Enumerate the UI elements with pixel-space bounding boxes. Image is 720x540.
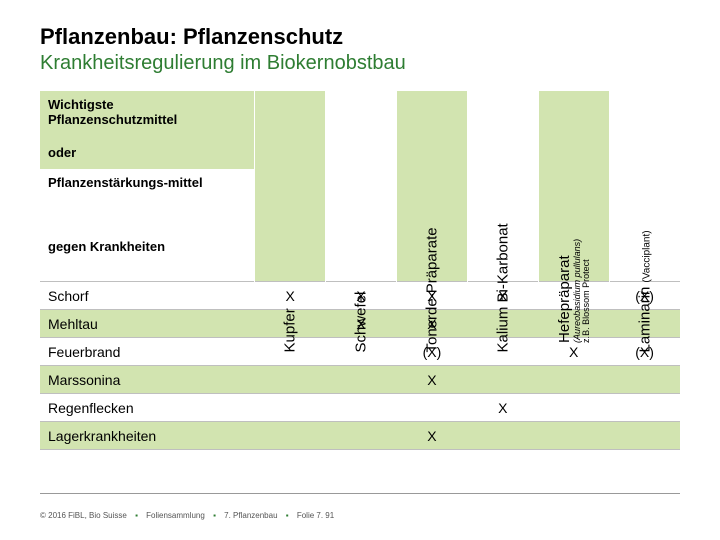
- table-cell: [538, 394, 609, 422]
- col-main: Tonerde-Präparate: [423, 173, 440, 353]
- column-header: Laminarin (Vacciplant): [609, 91, 680, 282]
- column-header-label: Kalium Bi-Karbonat: [494, 173, 511, 353]
- table-cell: [538, 422, 609, 450]
- page-title: Pflanzenbau: Pflanzenschutz: [40, 24, 680, 50]
- col-sub2: z.B. Blossom Protect: [582, 163, 591, 343]
- table-cell: [609, 422, 680, 450]
- column-header-label: Hefepräparat(Aureobasidium pullulans)z.B…: [556, 163, 592, 343]
- table-cell: [538, 366, 609, 394]
- disease-name: Schorf: [40, 282, 255, 310]
- column-header: Kalium Bi-Karbonat: [467, 91, 538, 282]
- col-main: Schwefel: [353, 173, 370, 353]
- table-cell: [255, 394, 326, 422]
- table-cell: [255, 366, 326, 394]
- col-main: Hefepräparat: [556, 163, 573, 343]
- column-header-label: Tonerde-Präparate: [423, 173, 440, 353]
- column-header-label: Schwefel: [353, 173, 370, 353]
- footer-part1: Foliensammlung: [146, 511, 205, 520]
- table-cell: [326, 422, 397, 450]
- table-cell: [326, 366, 397, 394]
- table-cell: [326, 394, 397, 422]
- table-cell: X: [467, 394, 538, 422]
- footer: © 2016 FiBL, Bio Suisse ▪ Foliensammlung…: [40, 511, 334, 520]
- row-header-gegen: gegen Krankheiten: [40, 233, 254, 281]
- table-cell: X: [397, 422, 468, 450]
- disease-name: Mehltau: [40, 310, 255, 338]
- footer-sep: ▪: [213, 511, 216, 520]
- footer-divider: [40, 493, 680, 494]
- footer-part2: 7. Pflanzenbau: [224, 511, 277, 520]
- disease-table: Wichtigste PflanzenschutzmitteloderPflan…: [40, 91, 680, 450]
- footer-sep: ▪: [135, 511, 138, 520]
- row-header-wichtigste: Wichtigste Pflanzenschutzmittel: [40, 91, 254, 139]
- row-header-oder: oder: [40, 139, 254, 169]
- table-cell: X: [397, 366, 468, 394]
- table-cell: [467, 422, 538, 450]
- table-cell: [609, 366, 680, 394]
- column-header: Kupfer: [255, 91, 326, 282]
- page-subtitle: Krankheitsregulierung im Biokernobstbau: [40, 52, 680, 75]
- footer-sep: ▪: [286, 511, 289, 520]
- col-main: Kalium Bi-Karbonat: [494, 173, 511, 353]
- table-cell: [609, 394, 680, 422]
- copyright-text: © 2016 FiBL, Bio Suisse: [40, 511, 127, 520]
- disease-name: Lagerkrankheiten: [40, 422, 255, 450]
- disease-name: Feuerbrand: [40, 338, 255, 366]
- column-header: Tonerde-Präparate: [397, 91, 468, 282]
- column-header-label: Laminarin (Vacciplant): [636, 173, 653, 353]
- col-main: Laminarin (Vacciplant): [636, 173, 653, 353]
- column-header: Schwefel: [326, 91, 397, 282]
- column-header: Hefepräparat(Aureobasidium pullulans)z.B…: [538, 91, 609, 282]
- row-header-pflstark: Pflanzenstärkungs-mittel: [40, 169, 254, 233]
- table-cell: [255, 422, 326, 450]
- table-cell: [467, 366, 538, 394]
- disease-name: Regenflecken: [40, 394, 255, 422]
- disease-name: Marssonina: [40, 366, 255, 394]
- column-header-label: Kupfer: [282, 173, 299, 353]
- col-main: Kupfer: [282, 173, 299, 353]
- table-cell: [397, 394, 468, 422]
- footer-part3: Folie 7. 91: [297, 511, 334, 520]
